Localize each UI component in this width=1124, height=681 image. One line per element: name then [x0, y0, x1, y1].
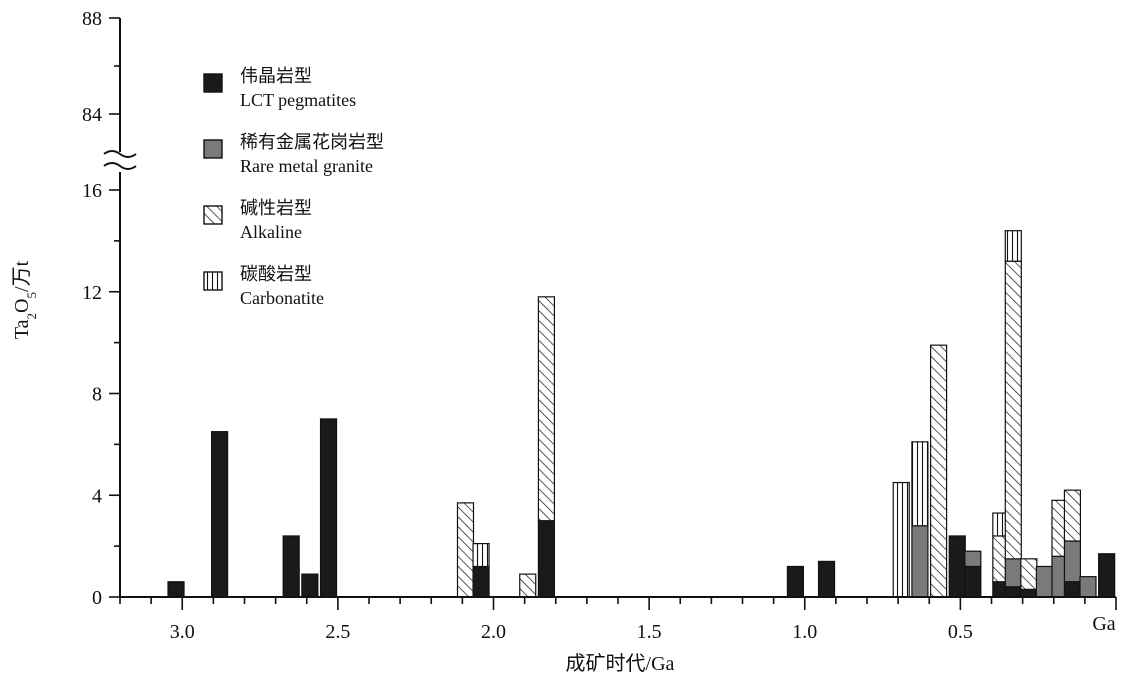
bar-segment-alk [1004, 260, 1022, 560]
legend-label-en: Rare metal granite [240, 156, 373, 176]
bar-segment-lct [948, 535, 966, 598]
legend-label-en: LCT pegmatites [240, 90, 356, 110]
bar-segment-alk [537, 296, 556, 522]
bar-segment-alk [929, 344, 948, 598]
axis-break-icon [103, 150, 137, 170]
bar-segment-lct [211, 431, 229, 598]
x-tick-label: 3.0 [170, 621, 195, 643]
x-tick-label: 1.0 [792, 621, 817, 643]
y-tick-label: 0 [92, 587, 102, 609]
bar-segment-rmg [964, 550, 982, 568]
bar-segment-lct [786, 565, 805, 598]
legend-label-cn: 稀有金属花岗岩型 [240, 132, 384, 152]
bar-segment-lct [1004, 586, 1022, 598]
bar-segment-lct [537, 520, 556, 598]
x-axis-title: 成矿时代/Ga [566, 652, 675, 675]
x-tick-label: 2.0 [481, 621, 506, 643]
y-tick-label: 16 [82, 180, 102, 202]
legend-label-en: Carbonatite [240, 288, 324, 308]
legend-label-en: Alkaline [240, 222, 302, 242]
bar-segment-rmg [911, 525, 929, 598]
legend-swatch-alk [203, 205, 223, 225]
bar-segment-carb [472, 542, 490, 568]
x-tick-label: 0.5 [948, 621, 973, 643]
bar-segment-rmg [1035, 565, 1054, 598]
bar-segment-lct [1098, 553, 1116, 598]
bar-segment-lct [282, 535, 300, 598]
bar-segment-alk [519, 573, 537, 598]
x-tick-label: 1.5 [637, 621, 662, 643]
bars-layer [167, 230, 1116, 598]
y-tick-label: 84 [82, 104, 102, 126]
legend-label-cn: 碱性岩型 [240, 198, 312, 218]
legend-swatch-rmg [203, 139, 223, 159]
bar-segment-carb [892, 481, 910, 598]
bar-segment-rmg [1004, 558, 1022, 588]
bar-segment-lct [472, 565, 490, 598]
legend-swatch-carb [203, 271, 223, 291]
legend: 伟晶岩型 LCT pegmatites 稀有金属花岗岩型 Rare metal gra… [203, 66, 384, 308]
bar-segment-lct [301, 573, 319, 598]
bar-segment-lct [167, 581, 185, 598]
bar-segment-alk [456, 502, 475, 598]
bar-segment-rmg [1063, 540, 1082, 583]
legend-swatch-lct [203, 73, 223, 93]
x-unit-label: Ga [1092, 613, 1115, 635]
bar-segment-lct [1020, 588, 1038, 598]
bar-segment-lct [1063, 581, 1082, 598]
bar-segment-rmg [1079, 576, 1097, 598]
bar-segment-alk [1020, 558, 1038, 590]
y-tick-label: 8 [92, 384, 102, 406]
y-tick-label: 12 [82, 282, 102, 304]
bar-segment-lct [964, 565, 982, 598]
x-tick-label: 2.5 [325, 621, 350, 643]
y-axis-title: Ta2O5/万t [11, 260, 39, 339]
legend-label-cn: 伟晶岩型 [240, 66, 312, 86]
bar-segment-lct [319, 418, 338, 598]
legend-label-cn: 碳酸岩型 [240, 264, 312, 284]
y-tick-label: 88 [82, 8, 102, 30]
bar-segment-lct [817, 560, 836, 598]
y-tick-label: 4 [92, 485, 102, 507]
bar-segment-alk [1063, 489, 1082, 542]
bar-segment-carb [911, 441, 929, 527]
bar-segment-carb [1004, 230, 1022, 262]
ticks-layer: 3.0 2.5 2.0 1.5 1.0 0.5 0 4 8 12 16 84 88 [82, 8, 1117, 643]
